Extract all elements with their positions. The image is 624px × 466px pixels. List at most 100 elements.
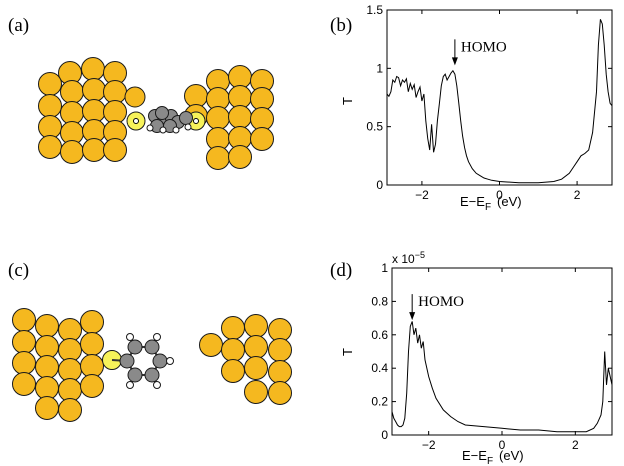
xlabel-unit-b: (eV) [497, 194, 522, 209]
xtick-label-d: 2 [572, 438, 579, 452]
gold-atom [206, 106, 230, 130]
xlabel-d: E−EF (eV) [462, 448, 524, 466]
gold-atom [12, 372, 36, 396]
series-line-b [386, 19, 613, 184]
hydrogen-atom [166, 357, 174, 365]
ylabel-b: T [340, 97, 355, 105]
plot-frame-b [386, 9, 613, 186]
panel-label-d: (d) [330, 260, 352, 281]
ytick-label-b: 1.5 [366, 3, 383, 17]
gold-atom [80, 310, 104, 334]
gold-atom [81, 57, 105, 81]
transmission-chart-b: 0 0.5 1 1.5 −2 0 2 T E−EF (eV) HOMO [340, 3, 613, 213]
gold-atom [80, 332, 104, 356]
homo-annotation-b: HOMO [451, 39, 507, 66]
gold-atom [268, 381, 292, 405]
gold-atom [244, 314, 268, 338]
gold-atom [82, 78, 106, 102]
xtick-label-d: 0 [499, 438, 506, 452]
xtick-label-b: 2 [574, 188, 581, 202]
gold-atom [58, 398, 82, 422]
gold-atom [38, 135, 62, 159]
homo-label-b: HOMO [461, 39, 507, 55]
gold-atom [250, 127, 274, 151]
hydrogen-atom [153, 333, 161, 341]
homo-label-d: HOMO [418, 294, 464, 310]
homo-annotation-d: HOMO [409, 294, 464, 321]
panel-label-a: (a) [8, 15, 29, 36]
hydrogen-atom [153, 381, 161, 389]
gold-atom [80, 374, 104, 398]
xlabel-sub-b: F [485, 202, 491, 213]
gold-atom [12, 330, 36, 354]
ytick-label-d: 0.6 [371, 328, 388, 342]
xtick-label-d: −2 [422, 438, 436, 452]
gold-atom [103, 138, 127, 162]
gold-atom [38, 94, 62, 118]
gold-atom [244, 356, 268, 380]
carbon-atom [144, 367, 160, 383]
carbon-atom [155, 106, 169, 120]
homo-arrowhead-d [409, 312, 416, 321]
panel-label-c: (c) [8, 260, 29, 281]
gold-atom [124, 86, 146, 108]
ytick-label-b: 0.5 [366, 120, 383, 134]
xlabel-sub-d: F [487, 456, 493, 466]
panel-label-b: (b) [330, 15, 352, 36]
ytick-label-d: 0 [381, 428, 388, 442]
hydrogen-atom [126, 333, 134, 341]
ytick-label-d: 0.4 [371, 361, 388, 375]
gold-atom [60, 80, 84, 104]
xlabel-b: E−EF (eV) [460, 194, 522, 213]
gold-atom [244, 380, 268, 404]
gold-atom [12, 351, 36, 375]
xtick-label-b: −2 [415, 188, 429, 202]
gold-atom [38, 72, 62, 96]
ytick-label-d: 1 [381, 261, 388, 275]
scale-exp-d: −5 [415, 250, 425, 260]
xtick-label-b: 0 [496, 188, 503, 202]
hydrogen-atom [159, 126, 167, 134]
hydrogen-atom [172, 126, 180, 134]
carbon-atom [127, 367, 143, 383]
gold-atom [60, 140, 84, 164]
xlabel-main-d: E−E [462, 448, 487, 463]
gold-atom [228, 105, 252, 129]
carbon-atom [179, 111, 193, 125]
hydrogen-atom [146, 124, 154, 132]
gold-atom [268, 360, 292, 384]
gold-atom [82, 138, 106, 162]
sulfur-atom-highlight [193, 118, 199, 124]
gold-atom [12, 308, 36, 332]
gold-atom [221, 316, 245, 340]
sulfur-atom-highlight [133, 118, 139, 124]
gold-atom [221, 338, 245, 362]
ylabel-d: T [340, 348, 355, 356]
xlabel-main-b: E−E [460, 194, 485, 209]
ytick-label-b: 1 [376, 61, 383, 75]
transmission-chart-d: 0 0.2 0.4 0.6 0.8 1 −2 0 2 x 10−5 T E−EF (eV) HOM… [340, 250, 613, 466]
homo-arrowhead-b [451, 57, 458, 66]
hydrogen-atom [184, 123, 192, 131]
carbon-atom [144, 339, 160, 355]
ytick-label-b: 0 [376, 178, 383, 192]
molecular-junction-c [12, 308, 292, 422]
gold-atom [199, 333, 223, 357]
gold-atom [221, 359, 245, 383]
hydrogen-atom [126, 381, 134, 389]
xlabel-unit-d: (eV) [499, 448, 524, 463]
carbon-atom [127, 339, 143, 355]
gold-atom [268, 338, 292, 362]
scale-note-d: x 10−5 [392, 250, 425, 266]
gold-atom [206, 146, 230, 170]
carbon-atom [152, 353, 168, 369]
plot-frame-d [391, 267, 613, 436]
series-line-d [391, 321, 613, 433]
gold-atom [228, 145, 252, 169]
gold-atom [35, 314, 59, 338]
gold-atom [35, 355, 59, 379]
scale-base-d: x 10 [392, 252, 415, 266]
gold-atom [244, 335, 268, 359]
ytick-label-d: 0.8 [371, 294, 388, 308]
